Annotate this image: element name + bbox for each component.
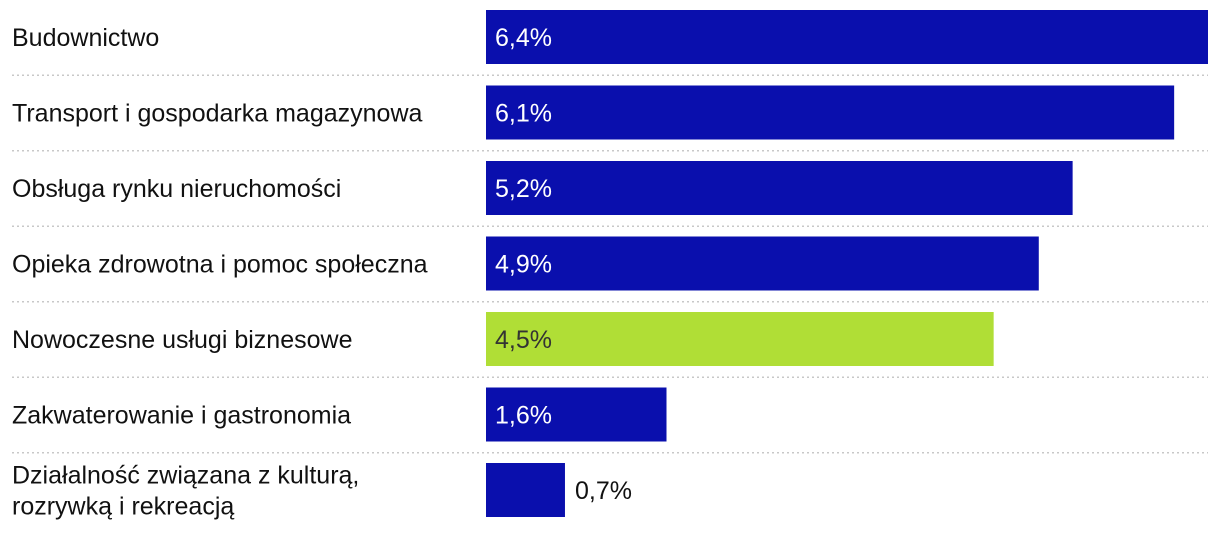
value-label-0: 6,4%	[495, 24, 552, 52]
category-label-3: Opieka zdrowotna i pomoc społeczna	[12, 251, 428, 279]
category-label-2: Obsługa rynku nieruchomości	[12, 175, 341, 203]
bar-1	[486, 85, 1175, 140]
category-label-6: Działalność związana z kulturą, rozrywką …	[12, 462, 359, 521]
value-label-4: 4,5%	[495, 326, 552, 354]
bar-6	[486, 463, 565, 517]
category-label-5: Zakwaterowanie i gastronomia	[12, 402, 351, 430]
bar-2	[486, 161, 1073, 215]
value-labels: 6,4% 6,1% 5,2% 4,9% 4,5% 1,6% 0,7%	[495, 24, 632, 505]
value-label-6: 0,7%	[575, 477, 632, 505]
value-label-1: 6,1%	[495, 100, 552, 128]
category-labels: Budownictwo Transport i gospodarka magazy…	[12, 24, 428, 521]
category-label-1: Transport i gospodarka magazynowa	[12, 100, 422, 128]
category-label-0: Budownictwo	[12, 24, 159, 52]
value-label-3: 4,9%	[495, 251, 552, 279]
bar-3	[486, 236, 1039, 291]
row-separators	[12, 74, 1208, 454]
bar-0	[486, 10, 1208, 64]
category-label-4: Nowoczesne usługi biznesowe	[12, 326, 352, 354]
value-label-5: 1,6%	[495, 402, 552, 430]
bar-4	[486, 312, 994, 366]
value-label-2: 5,2%	[495, 175, 552, 203]
bars-group	[486, 10, 1208, 517]
bar-5	[486, 387, 667, 442]
